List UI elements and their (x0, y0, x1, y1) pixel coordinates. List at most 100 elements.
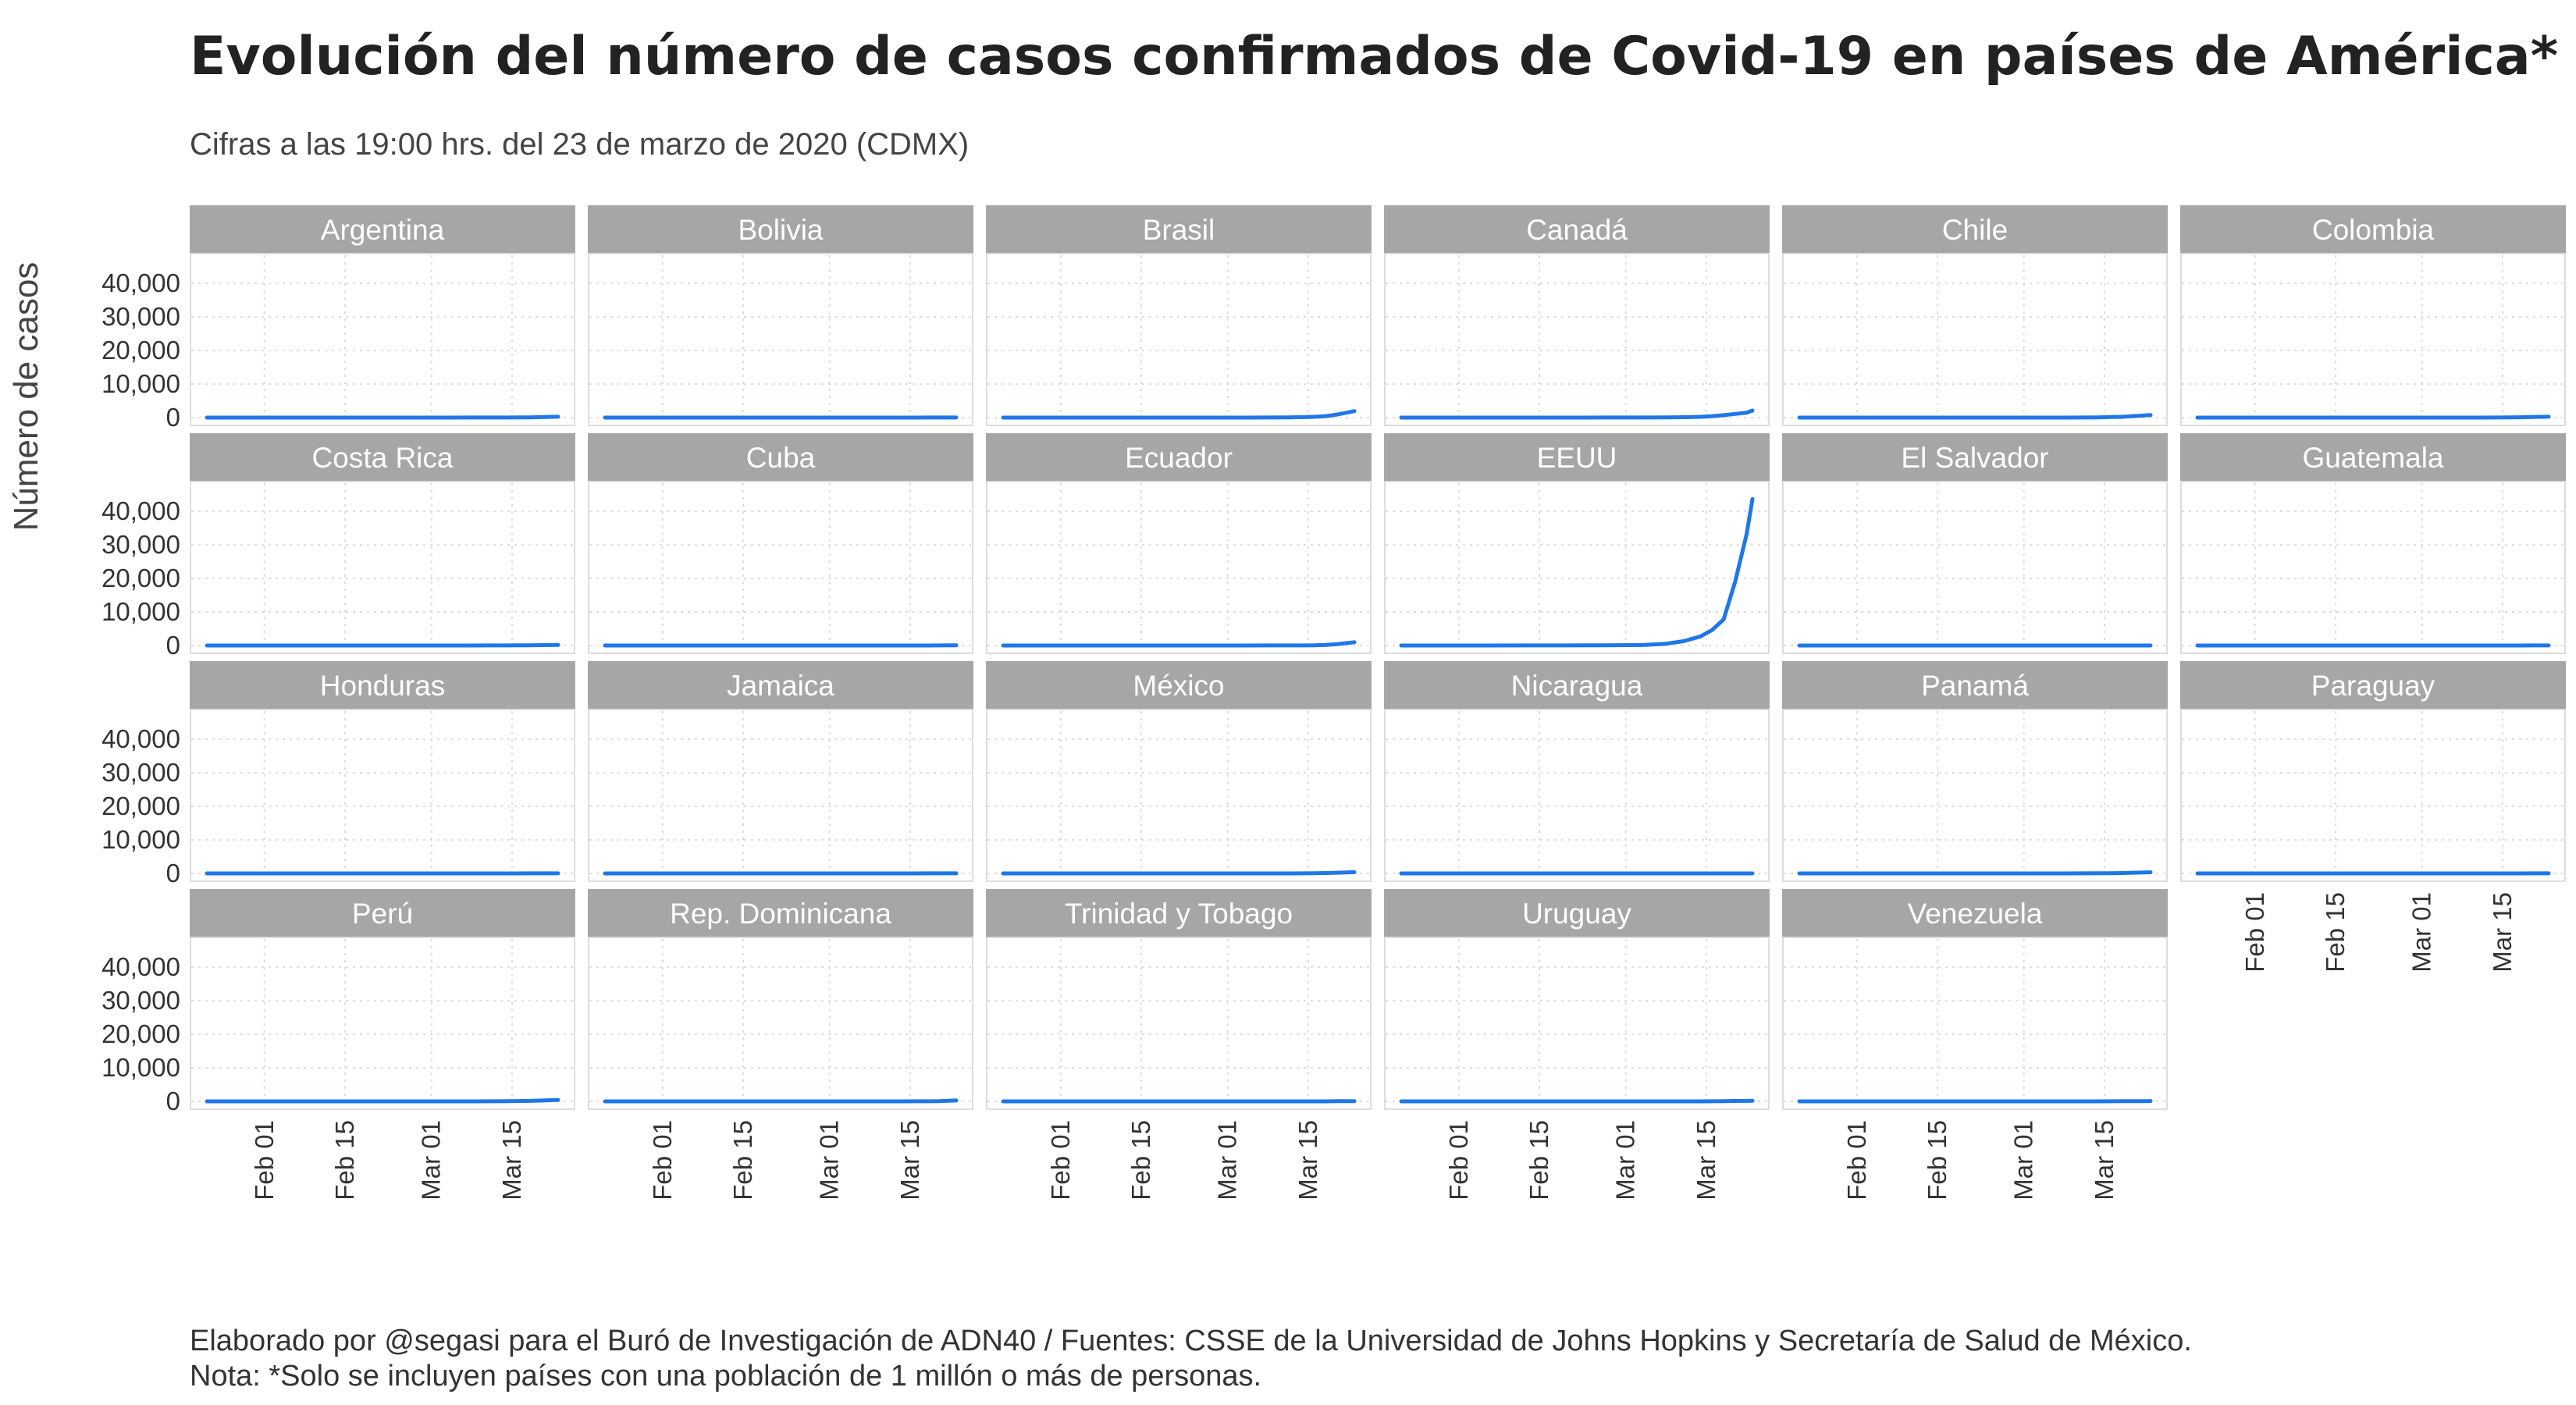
facet-strip-label: EEUU (1537, 442, 1617, 474)
facet-panel: Honduras 0 10,000 20,000 30,000 40,000 (101, 661, 575, 887)
series-line (1001, 870, 1357, 876)
x-tick-label: Feb 15 (330, 1120, 359, 1200)
chart-title: Evolución del número de casos confirmado… (190, 26, 2558, 87)
panel-frame (190, 709, 575, 882)
panel-frame (588, 253, 973, 426)
caption-source: Elaborado por @segasi para el Buró de In… (190, 1325, 2192, 1357)
x-tick-label: Mar 15 (1692, 1120, 1720, 1200)
caption-note: Nota: *Solo se incluyen países con una p… (190, 1360, 1261, 1393)
y-tick-label: 10,000 (101, 825, 180, 854)
x-tick-label: Feb 15 (1525, 1120, 1553, 1200)
facet-panel: Ecuador (986, 433, 1372, 654)
y-tick-label: 0 (166, 859, 180, 887)
facet-strip (190, 205, 575, 254)
facet-strip-label: Perú (352, 898, 413, 930)
series-line (1399, 496, 1755, 648)
facet-strip (1782, 433, 2168, 482)
facet-panel: Guatemala (2180, 433, 2566, 654)
x-tick-label: Feb 01 (1046, 1120, 1075, 1200)
facet-panel: Jamaica (588, 661, 973, 882)
facet-strip (986, 889, 1372, 937)
y-tick-label: 10,000 (101, 369, 180, 398)
x-tick-label: Mar 01 (417, 1120, 446, 1200)
series-line (1797, 870, 2153, 876)
y-tick-label: 20,000 (101, 1019, 180, 1048)
x-tick-label: Mar 15 (2090, 1120, 2119, 1200)
panel-frame (190, 937, 575, 1110)
facet-strip-label: Rep. Dominicana (670, 898, 891, 930)
facet-panel: Rep. Dominicana Feb 01 Feb 15 Mar 01 Mar 15 (588, 889, 973, 1200)
y-tick-label: 0 (166, 631, 180, 660)
facet-strip (2180, 205, 2566, 254)
y-tick-label: 40,000 (101, 269, 180, 297)
facet-strip (986, 205, 1372, 254)
x-tick-label: Feb 01 (1444, 1120, 1473, 1200)
facet-strip (190, 661, 575, 710)
facet-panel: Canadá (1384, 205, 1770, 426)
x-tick-label: Feb 01 (648, 1120, 677, 1200)
facet-panel: Cuba (588, 433, 973, 654)
series-line (205, 642, 560, 648)
facet-strip (2180, 433, 2566, 482)
panel-frame (986, 709, 1372, 882)
facet-panel: Argentina 0 10,000 20,000 30,000 40,000 (101, 205, 575, 432)
facet-panel: Paraguay Feb 01 Feb 15 Mar 01 Mar 15 (2180, 661, 2566, 973)
panel-frame (1384, 709, 1770, 882)
facet-strip-label: El Salvador (1901, 442, 2048, 474)
series-line (1797, 413, 2153, 420)
y-tick-label: 30,000 (101, 758, 180, 787)
facet-strip (190, 433, 575, 482)
x-tick-label: Mar 01 (1611, 1120, 1640, 1200)
series-line (2195, 414, 2551, 420)
chart-subtitle: Cifras a las 19:00 hrs. del 23 de marzo … (190, 127, 969, 162)
facet-panel: Venezuela Feb 01 Feb 15 Mar 01 Mar 15 (1782, 889, 2168, 1200)
facet-panel: Trinidad y Tobago Feb 01 Feb 15 Mar 01 Mar 1… (986, 889, 1372, 1200)
facet-strip-label: Canadá (1526, 214, 1628, 246)
x-tick-label: Feb 01 (2240, 892, 2269, 973)
panel-frame (190, 481, 575, 654)
facet-panel: EEUU (1384, 433, 1770, 654)
facet-panel: Nicaragua (1384, 661, 1770, 882)
y-tick-label: 10,000 (101, 597, 180, 626)
panel-frame (1782, 709, 2168, 882)
facet-strip (588, 433, 973, 482)
y-axis-label: Número de casos (7, 262, 45, 532)
facet-strip (190, 889, 575, 937)
facet-strip-label: Paraguay (2311, 670, 2435, 702)
y-tick-label: 30,000 (101, 302, 180, 331)
facet-panel: México (986, 661, 1372, 882)
y-tick-label: 20,000 (101, 336, 180, 365)
panel-frame (1384, 481, 1770, 654)
panel-frame (588, 481, 973, 654)
facet-strip (1384, 205, 1770, 254)
facet-strip (588, 661, 973, 710)
y-tick-label: 30,000 (101, 986, 180, 1015)
x-tick-label: Mar 15 (895, 1120, 924, 1200)
facet-panel: Bolivia (588, 205, 973, 426)
series-line (1001, 640, 1357, 648)
facet-strip-label: Colombia (2312, 214, 2435, 246)
x-tick-label: Mar 01 (2009, 1120, 2038, 1200)
x-tick-label: Mar 01 (815, 1120, 844, 1200)
facet-strip-label: Bolivia (738, 214, 824, 246)
series-line (205, 414, 560, 420)
panel-frame (1384, 253, 1770, 426)
facet-strip-label: Guatemala (2303, 442, 2444, 474)
facet-strip (1782, 205, 2168, 254)
x-tick-label: Feb 15 (1923, 1120, 1952, 1200)
panel-frame (190, 253, 575, 426)
facet-strip (1782, 889, 2168, 937)
x-tick-label: Feb 15 (2321, 892, 2350, 973)
facet-strip (1782, 661, 2168, 710)
facet-panel: Perú 0 10,000 20,000 30,000 40,000 Feb 01 Feb 1… (101, 889, 575, 1200)
facet-panel: Panamá (1782, 661, 2168, 882)
facet-panel: Colombia (2180, 205, 2566, 426)
y-tick-label: 20,000 (101, 791, 180, 820)
y-tick-label: 40,000 (101, 952, 180, 981)
panel-frame (588, 709, 973, 882)
facet-strip (588, 889, 973, 937)
y-tick-label: 30,000 (101, 530, 180, 559)
panel-frame (2180, 253, 2566, 426)
facet-strip-label: Jamaica (727, 670, 834, 702)
